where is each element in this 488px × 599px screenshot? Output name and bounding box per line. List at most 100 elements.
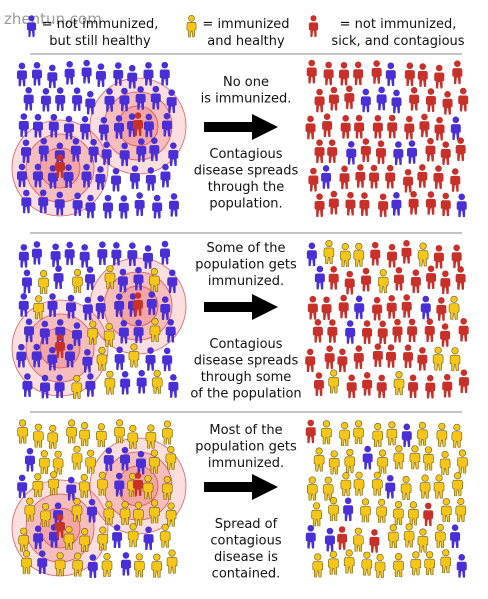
person-yellow-icon — [452, 472, 464, 497]
person-red-icon — [440, 141, 451, 166]
person-yellow-icon — [353, 242, 365, 267]
person-blue-icon — [111, 167, 122, 192]
person-red-icon — [450, 168, 461, 192]
person-blue-icon — [159, 61, 170, 86]
person-yellow-icon — [343, 549, 355, 574]
person-yellow-icon — [376, 498, 388, 523]
person-blue-icon — [120, 552, 131, 576]
person-red-icon — [313, 372, 324, 396]
legend-item: = not immunized, sick, and contagious — [308, 15, 465, 49]
person-blue-icon — [450, 116, 461, 141]
person-yellow-icon — [424, 551, 436, 576]
person-yellow-icon — [432, 346, 444, 371]
person-yellow-icon — [393, 371, 405, 396]
person-red-icon — [401, 294, 412, 318]
person-red-icon — [339, 165, 350, 190]
person-red-icon — [353, 345, 364, 369]
person-yellow-icon — [186, 14, 197, 38]
person-red-icon — [305, 419, 316, 444]
person-red-icon — [337, 348, 348, 373]
person-yellow-icon — [340, 472, 352, 497]
person-red-icon — [417, 347, 428, 371]
person-yellow-icon — [151, 553, 163, 578]
caption-bottom: Spread of — [215, 517, 278, 532]
person-red-icon — [344, 85, 355, 110]
person-red-icon — [401, 240, 412, 264]
person-red-icon — [385, 164, 396, 189]
person-blue-icon — [385, 62, 396, 87]
person-red-icon — [312, 319, 323, 343]
person-blue-icon — [152, 194, 163, 219]
person-blue-icon — [31, 241, 42, 265]
person-blue-icon — [168, 374, 179, 398]
person-yellow-icon — [311, 502, 323, 527]
person-yellow-icon — [339, 243, 351, 268]
caption-top: population gets — [195, 440, 297, 455]
legend-label: sick, and contagious — [331, 34, 464, 49]
person-blue-icon — [23, 86, 34, 111]
caption-bottom: disease spreads — [194, 354, 299, 369]
legend-label: and healthy — [207, 34, 285, 49]
legend-label: = not immunized, — [42, 17, 159, 32]
person-blue-icon — [407, 140, 418, 164]
person-blue-icon — [24, 447, 35, 472]
person-blue-icon — [324, 527, 335, 552]
person-yellow-icon — [417, 242, 429, 267]
person-blue-icon — [456, 554, 467, 578]
person-blue-icon — [376, 86, 387, 111]
person-red-icon — [440, 192, 451, 217]
person-red-icon — [425, 374, 436, 399]
person-yellow-icon — [313, 447, 325, 472]
person-yellow-icon — [38, 450, 50, 475]
person-blue-icon — [72, 87, 83, 112]
person-red-icon — [369, 529, 380, 553]
person-yellow-icon — [71, 268, 83, 293]
arrow-icon — [204, 114, 278, 140]
person-yellow-icon — [328, 497, 340, 522]
person-yellow-icon — [320, 420, 332, 445]
caption-bottom: disease spreads — [194, 164, 299, 179]
person-blue-icon — [305, 524, 316, 549]
person-blue-icon — [47, 64, 58, 89]
person-yellow-icon — [128, 343, 140, 368]
person-blue-icon — [391, 89, 402, 114]
caption-bottom: contagious — [210, 534, 281, 549]
person-red-icon — [345, 191, 356, 216]
caption-bottom: through the — [208, 180, 285, 195]
person-blue-icon — [50, 243, 61, 268]
person-blue-icon — [456, 193, 467, 218]
person-yellow-icon — [433, 474, 445, 499]
person-red-icon — [314, 139, 325, 164]
person-blue-icon — [85, 266, 96, 291]
person-red-icon — [451, 244, 462, 269]
person-red-icon — [370, 241, 381, 266]
population-after — [305, 419, 468, 579]
population-after — [305, 239, 469, 399]
person-red-icon — [407, 318, 418, 343]
person-blue-icon — [420, 295, 431, 320]
person-yellow-icon — [419, 474, 431, 499]
person-yellow-icon — [449, 347, 461, 372]
person-blue-icon — [314, 265, 325, 290]
person-yellow-icon — [371, 471, 383, 496]
person-blue-icon — [120, 370, 131, 395]
legend-item: = not immunized, but still healthy — [26, 15, 159, 49]
person-red-icon — [306, 59, 317, 84]
person-blue-icon — [162, 347, 173, 372]
person-red-icon — [408, 374, 419, 399]
person-red-icon — [308, 167, 319, 192]
person-red-icon — [328, 265, 339, 290]
person-red-icon — [372, 343, 383, 368]
person-red-icon — [314, 88, 325, 113]
person-blue-icon — [306, 242, 317, 267]
person-red-icon — [458, 87, 469, 112]
person-red-icon — [419, 113, 430, 138]
person-yellow-icon — [416, 421, 428, 446]
person-blue-icon — [345, 320, 356, 344]
person-blue-icon — [393, 141, 404, 165]
person-red-icon — [344, 270, 355, 295]
person-yellow-icon — [166, 549, 178, 574]
person-yellow-icon — [393, 553, 405, 578]
person-yellow-icon — [434, 523, 446, 548]
person-red-icon — [353, 61, 364, 86]
